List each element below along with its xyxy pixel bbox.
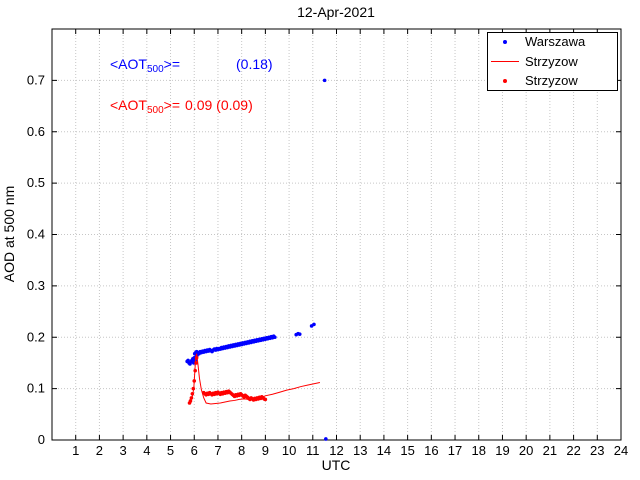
x-tick-label: 11 [306, 443, 320, 458]
x-tick-label: 9 [262, 443, 269, 458]
x-axis-label: UTC [322, 457, 351, 473]
x-tick-label: 3 [120, 443, 127, 458]
y-tick-label: 0.1 [27, 381, 45, 396]
annotation-warszawa-mean: <AOT500>= (0.18) [110, 56, 273, 75]
legend-label-warszawa: Warszawa [525, 34, 586, 49]
series-strzyzow-scatter [187, 356, 268, 405]
y-tick-label: 0.3 [27, 278, 45, 293]
x-tick-label: 15 [400, 443, 414, 458]
x-tick-label: 16 [424, 443, 438, 458]
x-tick-label: 24 [614, 443, 628, 458]
y-tick-label: 0.5 [27, 175, 45, 190]
x-tick-label: 8 [238, 443, 245, 458]
x-tick-label: 2 [96, 443, 103, 458]
y-tick-label: 0.4 [27, 227, 45, 242]
x-tick-label: 21 [543, 443, 557, 458]
legend: Warszawa Strzyzow Strzyzow [487, 32, 618, 91]
x-tick-label: 4 [143, 443, 150, 458]
series-warszawa-scatter [185, 78, 328, 441]
x-tick-label: 20 [519, 443, 533, 458]
x-tick-label: 13 [353, 443, 367, 458]
legend-marker-warszawa-dot-icon [503, 40, 507, 44]
x-tick-label: 10 [282, 443, 296, 458]
y-tick-label: 0 [38, 432, 45, 447]
plot-layer: 1 2 3 4 5 6 7 8 9 10 11 12 13 14 15 16 17 18 19 20 21 22 23 240… [27, 28, 628, 458]
x-tick-label: 7 [214, 443, 221, 458]
x-tick-label: 23 [590, 443, 604, 458]
annotation-strzyzow-mean: <AOT500>= 0.09 (0.09) [110, 97, 253, 116]
x-tick-label: 22 [566, 443, 580, 458]
legend-marker-strzyzow-dot-icon [503, 79, 507, 83]
x-tick-label: 5 [167, 443, 174, 458]
x-tick-label: 1 [72, 443, 79, 458]
x-tick-label: 6 [191, 443, 198, 458]
x-tick-label: 18 [472, 443, 486, 458]
y-axis-label: AOD at 500 nm [1, 186, 17, 283]
series-strzyzow-line [190, 353, 321, 405]
legend-label-strzyzow-line: Strzyzow [525, 54, 578, 69]
legend-label-strzyzow-dot: Strzyzow [525, 73, 578, 88]
chart-title: 12-Apr-2021 [297, 4, 375, 20]
y-tick-label: 0.7 [27, 72, 45, 87]
y-tick-label: 0.6 [27, 124, 45, 139]
y-tick-label: 0.2 [27, 329, 45, 344]
x-tick-label: 12 [329, 443, 343, 458]
x-tick-label: 14 [377, 443, 391, 458]
x-tick-label: 17 [448, 443, 462, 458]
x-tick-label: 19 [495, 443, 509, 458]
